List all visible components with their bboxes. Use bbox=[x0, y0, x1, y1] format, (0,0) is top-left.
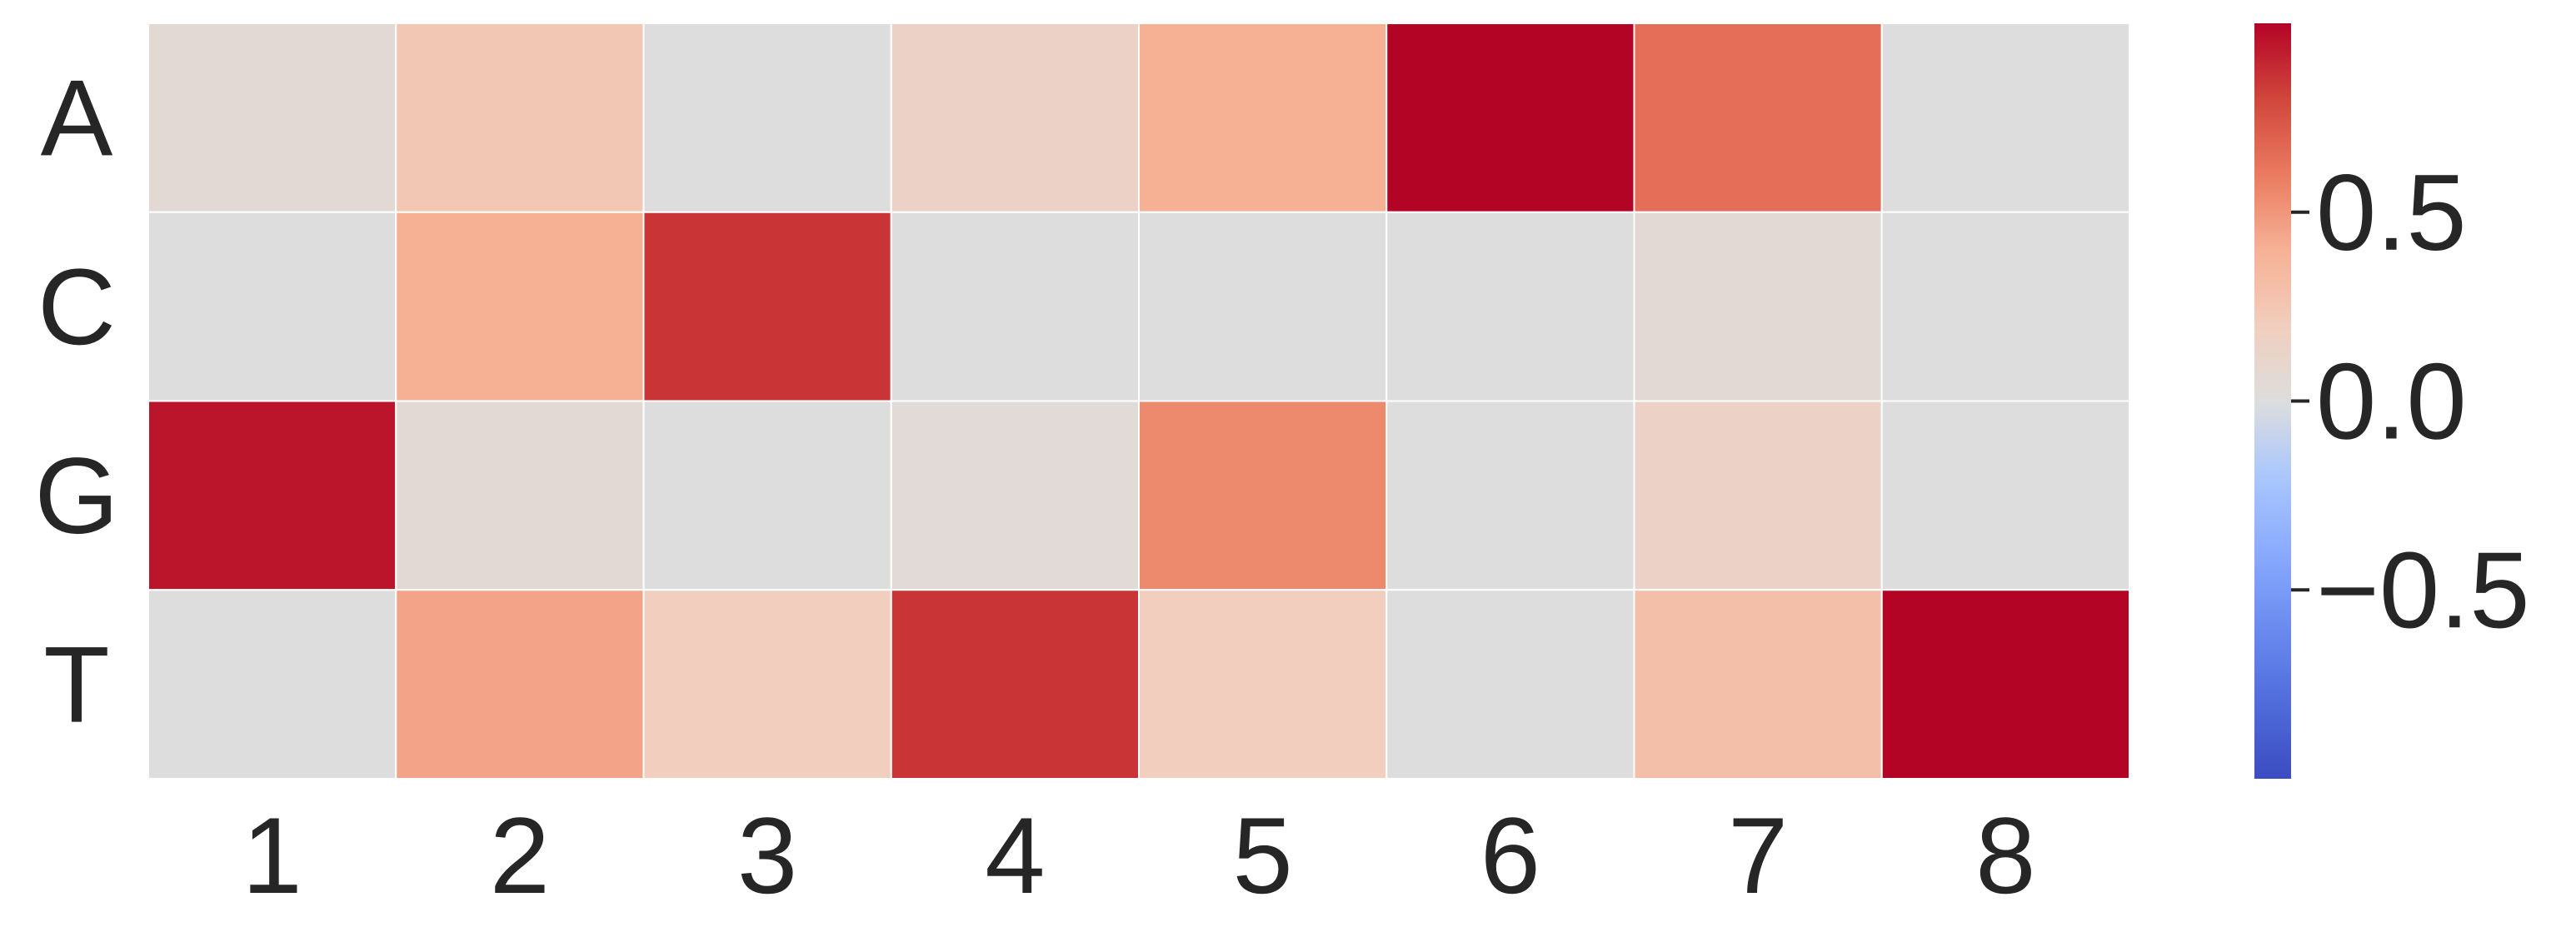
heatmap-cell-C-1 bbox=[147, 211, 397, 402]
y-tick-label: T bbox=[43, 624, 109, 745]
heatmap-cell-A-4 bbox=[890, 22, 1140, 213]
heatmap-cell-T-6 bbox=[1385, 589, 1635, 780]
heatmap-cell-A-8 bbox=[1880, 22, 2130, 213]
heatmap-cell-T-7 bbox=[1633, 589, 1883, 780]
colorbar-tick-label: 0.0 bbox=[2316, 341, 2467, 462]
heatmap-cell-G-7 bbox=[1633, 400, 1883, 591]
x-tick-label: 7 bbox=[1728, 795, 1788, 916]
heatmap-cell-G-3 bbox=[642, 400, 892, 591]
heatmap-cell-G-1 bbox=[147, 400, 397, 591]
heatmap-cell-G-4 bbox=[890, 400, 1140, 591]
y-tick-label: A bbox=[41, 57, 113, 178]
heatmap-cell-T-5 bbox=[1138, 589, 1388, 780]
heatmap-cell-C-6 bbox=[1385, 211, 1635, 402]
heatmap-cell-C-3 bbox=[642, 211, 892, 402]
y-tick-label: C bbox=[37, 246, 116, 367]
heatmap-cell-C-8 bbox=[1880, 211, 2130, 402]
colorbar-ticks: 0.5 0.0 −0.5 bbox=[2291, 152, 2530, 650]
x-tick-label: 6 bbox=[1480, 795, 1540, 916]
heatmap-cell-C-7 bbox=[1633, 211, 1883, 402]
heatmap-cell-C-4 bbox=[890, 211, 1140, 402]
heatmap-cell-T-1 bbox=[147, 589, 397, 780]
heatmap-cell-C-5 bbox=[1138, 211, 1388, 402]
heatmap-cell-A-6 bbox=[1385, 22, 1635, 213]
x-tick-label: 2 bbox=[490, 795, 550, 916]
heatmap-cell-T-2 bbox=[395, 589, 645, 780]
colorbar: 0.5 0.0 −0.5 bbox=[2254, 23, 2530, 779]
heatmap-cell-A-3 bbox=[642, 22, 892, 213]
heatmap-cells bbox=[147, 22, 2130, 780]
heatmap-cell-T-3 bbox=[642, 589, 892, 780]
y-tick-label: G bbox=[34, 435, 118, 556]
x-tick-labels: 1 2 3 4 5 6 7 8 bbox=[242, 795, 2035, 916]
heatmap-cell-G-6 bbox=[1385, 400, 1635, 591]
x-tick-label: 5 bbox=[1232, 795, 1292, 916]
colorbar-tick-label: −0.5 bbox=[2316, 529, 2530, 650]
colorbar-gradient bbox=[2254, 23, 2291, 779]
heatmap-cell-A-2 bbox=[395, 22, 645, 213]
heatmap-cell-G-8 bbox=[1880, 400, 2130, 591]
heatmap-cell-C-2 bbox=[395, 211, 645, 402]
colorbar-tick-label: 0.5 bbox=[2316, 152, 2467, 273]
heatmap-cell-G-2 bbox=[395, 400, 645, 591]
heatmap-cell-A-5 bbox=[1138, 22, 1388, 213]
heatmap-cell-T-8 bbox=[1880, 589, 2130, 780]
x-tick-label: 1 bbox=[242, 795, 302, 916]
heatmap-cell-T-4 bbox=[890, 589, 1140, 780]
x-tick-label: 4 bbox=[985, 795, 1045, 916]
heatmap-cell-A-1 bbox=[147, 22, 397, 213]
heatmap-cell-A-7 bbox=[1633, 22, 1883, 213]
x-tick-label: 3 bbox=[737, 795, 797, 916]
x-tick-label: 8 bbox=[1975, 795, 2035, 916]
heatmap-cell-G-5 bbox=[1138, 400, 1388, 591]
